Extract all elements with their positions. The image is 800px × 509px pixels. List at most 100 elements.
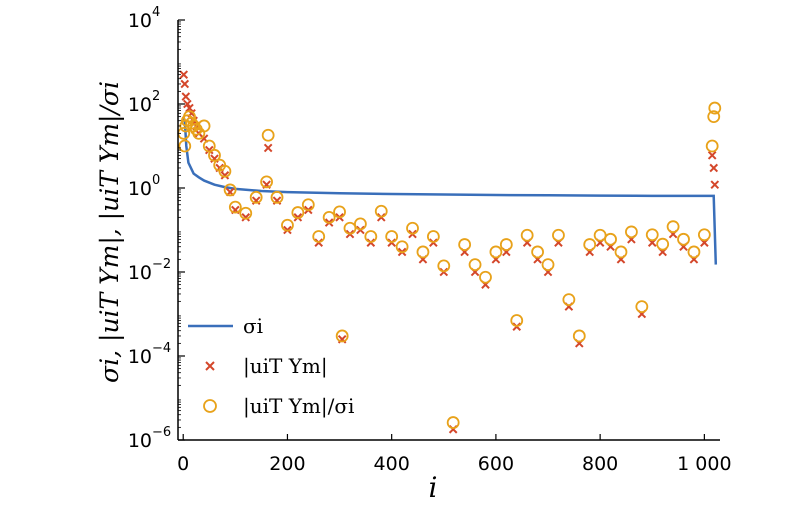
point-circle [499,238,513,251]
point-circle [270,190,284,204]
y-tick-exponent: 4 [152,5,160,20]
point-cross [710,180,720,189]
point-circle [197,119,211,133]
point-circle [656,237,670,251]
point-circle [260,175,273,189]
y-tick-exponent: −2 [152,257,171,272]
y-tick-exponent: 0 [152,173,160,188]
y-tick-exponent: −4 [152,341,171,356]
point-circle [178,139,192,153]
point-circle [562,293,576,307]
x-tick-label: 200 [269,453,305,475]
point-circle [677,232,690,246]
point-circle [364,230,378,243]
point-circle [541,258,555,272]
point-circle [261,128,275,142]
point-circle [593,228,607,242]
x-tick-label: 0 [177,453,189,475]
point-cross [709,163,719,173]
point-circle [489,245,503,259]
point-cross [241,213,251,222]
point-circle [312,230,326,243]
point-circle [583,238,597,251]
point-circle [572,329,586,343]
legend-label: |uiT Ym| [243,354,328,379]
y-tick-exponent: 2 [152,89,160,104]
point-circle [666,220,680,234]
point-circle [291,206,305,219]
point-circle [479,270,492,284]
point-circle [705,139,719,153]
legend-cross-symbol [205,361,215,371]
point-circle [239,206,253,220]
y-tick-label: 10 [128,94,152,116]
axes [177,20,720,441]
legend-label: σi [243,314,263,338]
point-circle [208,148,221,162]
point-circle [281,218,294,232]
legend-circle-symbol [203,399,217,413]
point-cross [179,70,189,79]
point-circle [426,230,440,243]
point-circle [335,329,349,343]
point-circle [301,198,315,212]
point-circle [510,314,524,327]
y-axis-label: σi, |uiT Ym|, |uiT Ym|/σi [95,81,125,383]
x-tick-label: 400 [374,453,410,475]
point-circle [635,300,649,314]
point-circle [687,245,701,259]
legend-label: |uiT Ym|/σi [243,394,354,419]
point-circle [333,205,346,219]
x-tick-label: 600 [478,453,514,475]
point-circle [552,228,565,242]
point-circle [322,210,336,224]
point-circle [437,259,451,273]
point-circle [614,245,628,259]
point-circle [531,245,544,259]
x-tick-label: 1 000 [677,453,731,475]
point-circle [374,204,388,218]
x-tick-label: 800 [582,453,618,475]
legend: σi |uiT Ym| |uiT Ym|/σi [188,314,354,419]
point-circle [707,110,721,124]
point-circle [385,230,399,243]
y-tick-label: 10 [128,430,152,452]
y-tick-label: 10 [128,262,152,284]
y-tick-label: 10 [128,346,152,368]
point-cross [181,92,191,101]
point-circle [458,238,472,251]
point-circle [395,240,409,254]
point-circle [228,200,242,214]
point-circle [202,139,216,153]
svg-text:σi, |uiT Ym|, |uiT Ym|/σi: σi, |uiT Ym|, |uiT Ym|/σi [95,81,125,383]
point-cross [180,79,190,89]
point-circle [354,217,367,231]
x-axis-label: i [429,471,438,504]
point-cross [185,103,194,113]
y-tick-label: 10 [128,10,152,32]
point-circle [223,183,237,197]
point-circle [343,221,357,235]
point-circle [218,164,232,178]
point-circle [446,416,460,429]
x-ticks: 0 200 400 600 800 1 000 [177,434,732,475]
point-circle [708,101,722,115]
point-cross [220,171,230,180]
y-tick-exponent: −6 [152,425,171,440]
series-layer [177,70,722,434]
point-circle [645,228,659,242]
point-circle [697,228,711,242]
point-circle [625,225,638,239]
point-cross [707,151,717,160]
point-cross [263,143,273,153]
point-circle [604,232,617,246]
y-tick-label: 10 [128,178,152,200]
point-circle [468,258,482,272]
point-circle [416,245,430,259]
point-cross [204,145,214,155]
point-circle [520,228,534,242]
point-circle [406,221,419,235]
point-circle [249,190,263,204]
